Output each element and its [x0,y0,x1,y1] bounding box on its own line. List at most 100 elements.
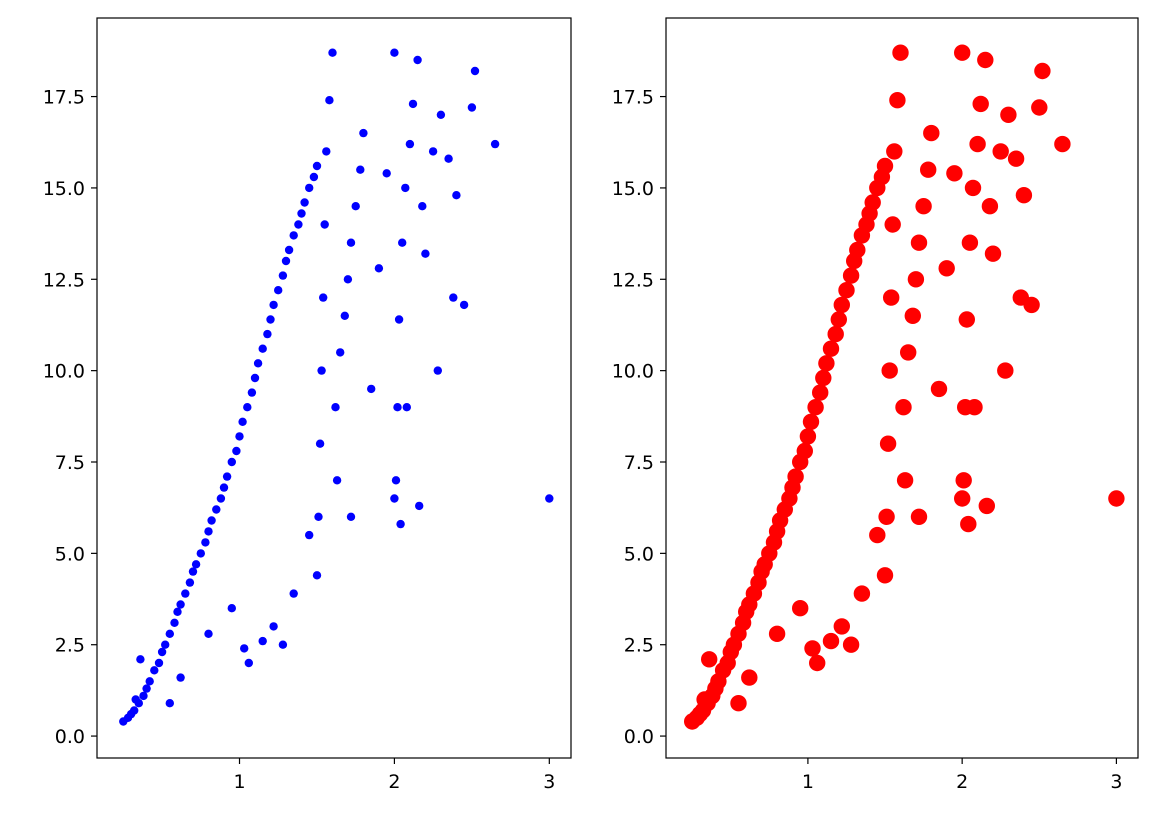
scatter-point [883,289,900,306]
scatter-point [402,403,411,412]
scatter-point [336,348,345,357]
scatter-point [459,300,469,310]
scatter-point [804,640,821,657]
scatter-point [176,673,185,682]
scatter-point [139,691,148,701]
scatter-point [787,468,804,485]
scatter-point [415,501,424,511]
scatter-point [401,183,410,193]
scatter-point [954,490,971,507]
scatter-point [320,220,329,229]
scatter-point [317,366,326,375]
y-tick-label: 0.0 [624,726,654,748]
scatter-point [969,135,986,153]
scatter-point [915,198,932,215]
scatter-point [904,307,921,324]
scatter-point [978,497,995,515]
scatter-point [297,209,306,218]
right-scatter-panel: 1 2 3 0.0 2.5 5.0 7.5 10.0 12.5 15.0 17.5 [612,17,1139,793]
scatter-point [258,344,267,353]
scatter-point [240,644,249,653]
scatter-point [207,516,216,525]
scatter-point [312,571,322,580]
axes-frame [665,17,1139,759]
scatter-point [449,293,458,302]
scatter-point [490,139,500,149]
scatter-point [300,198,309,207]
left-scatter-panel: 1 2 3 0.0 2.5 5.0 7.5 10.0 12.5 15.0 17.5 [43,17,572,793]
scatter-point [818,355,835,372]
y-tick-label: 12.5 [43,269,85,291]
scatter-point [398,238,407,247]
scatter-point [165,629,174,638]
y-tick-label: 10.0 [43,361,85,383]
scatter-point [294,220,303,229]
scatter-point [382,169,391,178]
y-tick-label: 7.5 [624,452,654,474]
scatter-point [802,413,820,430]
scatter-point [920,161,937,178]
y-tick-label: 2.5 [55,635,85,657]
scatter-point [895,399,912,416]
y-tick-label: 5.0 [55,543,85,565]
scatter-point [150,666,159,675]
scatter-point [216,494,226,503]
scatter-point [433,366,442,375]
scatter-point [853,585,871,602]
scatter-point [822,340,840,357]
scatter-point [889,92,906,109]
scatter-point [165,699,174,708]
scatter-point [842,636,860,653]
scatter-point [444,154,453,163]
scatter-point [467,103,477,112]
y-tick-label: 12.5 [612,269,654,291]
scatter-point [181,589,190,598]
scatter-point [966,399,983,416]
scatter-point [984,245,1002,262]
scatter-point [154,658,164,668]
scatter-point [390,494,399,503]
scatter-point [421,249,430,258]
scatter-point [470,66,480,76]
scatter-point [972,95,989,113]
scatter-point [1054,135,1071,153]
scatter-point [253,359,263,368]
scatter-point [1012,289,1029,306]
scatter-point [196,549,205,558]
y-tick-label: 15.0 [43,178,85,200]
scatter-point [405,139,415,149]
scatter-point [145,677,154,686]
scatter-point [258,636,267,646]
scatter-point [328,48,337,57]
scatter-point [1034,62,1051,80]
y-tick-label: 5.0 [624,543,654,565]
scatter-point [263,329,272,339]
y-tick-label: 10.0 [612,361,654,383]
scatter-point [923,124,940,142]
scatter-point [319,293,328,302]
scatter-point [958,311,975,328]
scatter-point [289,589,298,598]
y-tick-label: 17.5 [43,87,85,109]
scatter-point [278,640,288,649]
scatter-point [309,172,319,182]
scatter-point [833,618,850,635]
x-tick-label: 3 [1110,771,1122,793]
scatter-point [452,191,461,200]
scatter-point [359,128,368,138]
scatter-point [907,271,925,288]
scatter-point [981,198,999,215]
scatter-point [243,403,252,412]
scatter-point [1031,99,1048,116]
scatter-point [815,369,832,387]
scatter-point [992,143,1009,160]
scatter-point [201,538,210,547]
x-tick-label: 2 [956,771,968,793]
axes-frame [96,17,572,759]
scatter-point [173,607,182,616]
scatter-point [884,216,901,233]
scatter-point [269,300,278,310]
scatter-point [188,567,198,576]
scatter-point [812,384,829,401]
